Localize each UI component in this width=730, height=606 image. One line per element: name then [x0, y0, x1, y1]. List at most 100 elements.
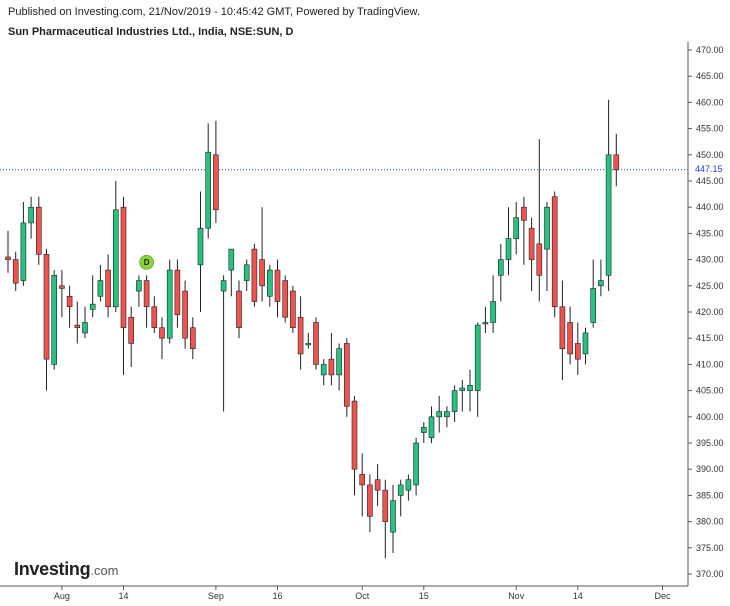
y-tick-label: 465.00 — [696, 71, 724, 81]
candle-body — [120, 206, 127, 329]
candle-body — [390, 500, 396, 533]
investing-logo: Investing.com — [14, 559, 119, 580]
y-tick-label: 420.00 — [696, 307, 724, 317]
candle — [320, 359, 327, 386]
candle-body — [420, 426, 427, 433]
candle — [205, 123, 211, 239]
y-tick-label: 395.00 — [696, 438, 724, 448]
x-tick-label: 14 — [118, 591, 128, 601]
candle — [190, 317, 196, 360]
candle-body — [274, 269, 281, 302]
x-tick-label: 14 — [573, 591, 583, 601]
candle — [513, 201, 520, 255]
y-tick-label: 445.00 — [696, 176, 724, 186]
candle-body — [228, 248, 235, 271]
candle — [397, 479, 404, 517]
candle-body — [66, 295, 73, 308]
candle-body — [521, 206, 527, 221]
candle — [467, 369, 473, 412]
candle — [259, 207, 265, 302]
candle — [266, 264, 273, 307]
candle-body — [590, 288, 597, 323]
candle-body — [359, 474, 366, 486]
candle-body — [282, 280, 289, 318]
candle — [113, 181, 119, 312]
candle — [251, 243, 258, 307]
candle-body — [197, 227, 204, 266]
candle — [428, 406, 435, 443]
candle — [5, 230, 11, 273]
candle-body — [474, 324, 481, 391]
candle — [328, 332, 335, 386]
candle — [12, 251, 19, 292]
candle-body — [151, 306, 158, 329]
candle-body — [35, 206, 42, 255]
candle — [567, 306, 573, 365]
candle — [420, 422, 427, 443]
candle — [490, 275, 496, 333]
candle-body — [74, 324, 81, 329]
candle — [51, 270, 58, 370]
candle — [405, 474, 412, 501]
candle-body — [343, 343, 350, 407]
candle — [105, 254, 111, 318]
candle — [74, 301, 81, 344]
candle — [290, 285, 296, 333]
dividend-marker-label: D — [144, 258, 150, 267]
candle-body — [12, 259, 19, 284]
candle-body — [567, 322, 573, 355]
candle — [197, 191, 204, 312]
y-tick-label: 390.00 — [696, 464, 724, 474]
candle-body — [444, 411, 450, 418]
y-tick-label: 380.00 — [696, 517, 724, 527]
y-tick-label: 440.00 — [696, 202, 724, 212]
candle — [574, 322, 581, 375]
x-tick-label: 16 — [272, 591, 282, 601]
candle — [20, 201, 27, 286]
candle — [528, 217, 535, 292]
candle-body — [598, 280, 604, 287]
dividend-marker: D — [139, 254, 155, 270]
candle — [497, 243, 504, 302]
candle-layer: D — [5, 99, 620, 559]
y-tick-label: 430.00 — [696, 255, 724, 265]
candle-body — [490, 301, 496, 323]
candle — [28, 196, 34, 239]
candle-body — [190, 327, 196, 349]
candle — [35, 196, 42, 265]
candle-body — [205, 151, 211, 229]
candle-body — [374, 479, 381, 491]
candle — [136, 275, 142, 307]
candle-body — [182, 290, 188, 339]
y-tick-label: 385.00 — [696, 490, 724, 500]
x-tick-label: Sep — [208, 591, 224, 601]
candle-body — [367, 484, 373, 517]
candle — [174, 259, 181, 328]
candle — [451, 385, 458, 423]
y-tick-label: 455.00 — [696, 124, 724, 134]
y-tick-label: 400.00 — [696, 412, 724, 422]
candle-body — [320, 364, 327, 376]
candle — [343, 338, 350, 417]
candle-body — [544, 206, 550, 250]
candle — [274, 259, 281, 318]
candle — [590, 259, 597, 328]
candle — [305, 332, 312, 349]
candle-body — [497, 259, 504, 276]
y-tick-label: 425.00 — [696, 281, 724, 291]
candle — [313, 317, 319, 370]
candle — [351, 395, 358, 496]
candle — [128, 306, 134, 368]
candle-body — [467, 385, 473, 391]
candle-body — [459, 387, 466, 391]
candle-body — [305, 343, 312, 346]
candle-body — [328, 358, 335, 376]
candle-body — [113, 209, 119, 308]
candle-body — [20, 222, 27, 281]
x-tick-label: Nov — [508, 591, 525, 601]
candle-body — [82, 322, 88, 334]
candle-body — [413, 442, 419, 486]
candle — [228, 248, 235, 297]
candle — [120, 196, 127, 375]
